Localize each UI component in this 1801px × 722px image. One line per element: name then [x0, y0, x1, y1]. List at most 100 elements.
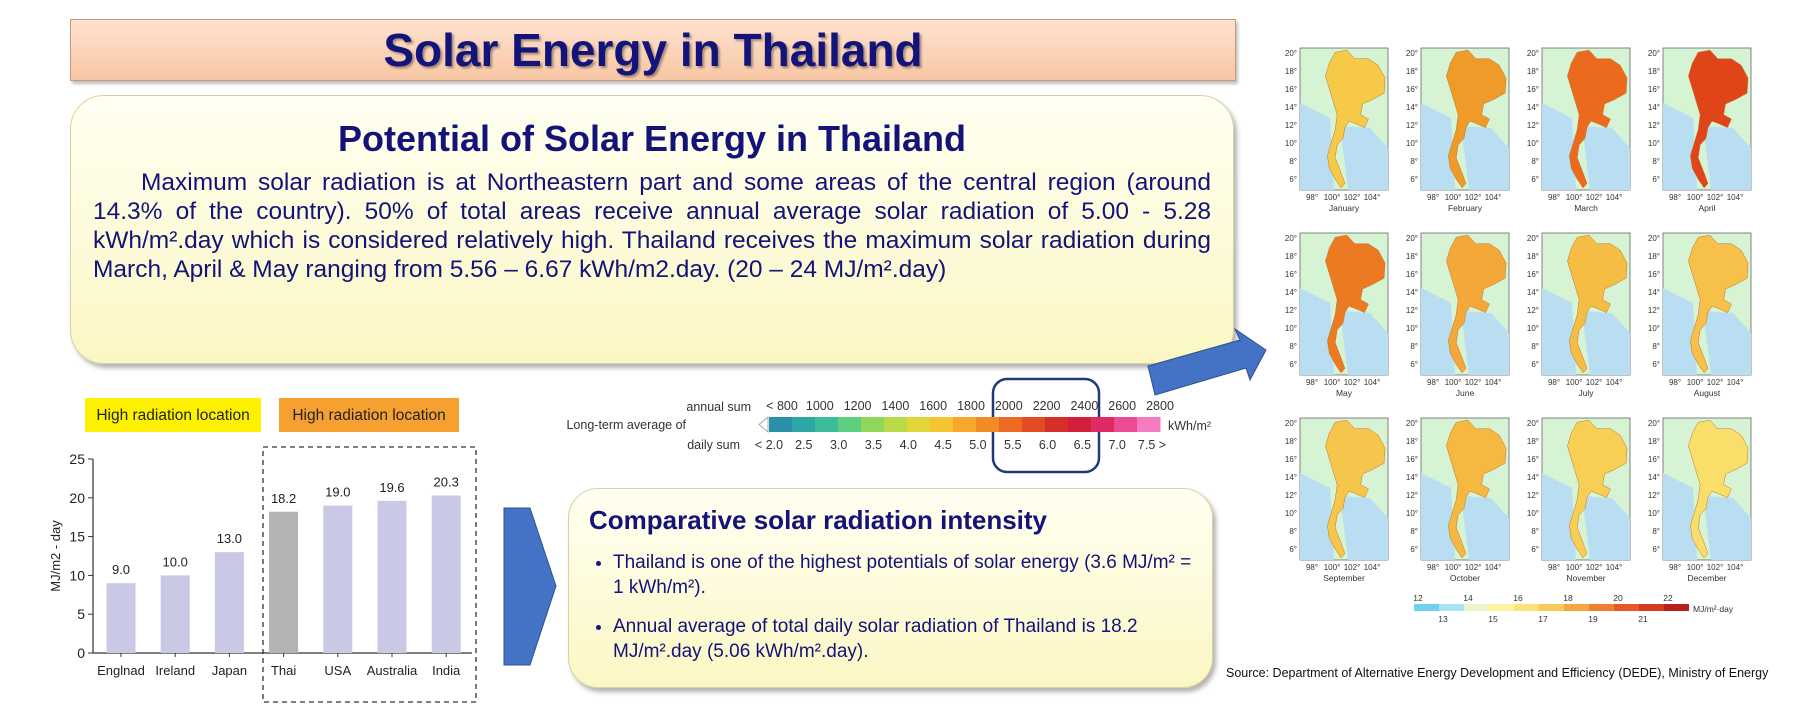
map-thailand [1325, 49, 1386, 189]
map-lat-label: 20° [1648, 419, 1660, 428]
colorbar-swatch [930, 417, 954, 432]
annual-label: 1400 [881, 399, 909, 413]
map-lat-label: 6° [1289, 360, 1297, 369]
map-sea [1340, 496, 1388, 560]
map-lat-label: 20° [1406, 49, 1418, 58]
map-legend-swatch [1489, 604, 1514, 611]
map-lat-label: 10° [1648, 139, 1660, 148]
map-lon-label: 104° [1727, 563, 1744, 572]
map-sea [1703, 496, 1751, 560]
map-sea [1421, 288, 1455, 375]
map-month: August [1694, 388, 1721, 398]
y-tick-label: 10 [69, 567, 85, 583]
map-sea [1663, 473, 1697, 560]
map-sea [1461, 496, 1509, 560]
bar [377, 500, 407, 653]
map-lon-label: 104° [1606, 563, 1623, 572]
map-legend-swatch [1464, 604, 1489, 611]
colorbar-swatch [907, 417, 931, 432]
daily-label: 5.5 [1004, 438, 1021, 452]
map-legend-swatch [1664, 604, 1689, 611]
map-lon-label: 104° [1364, 193, 1381, 202]
colorbar-swatch [792, 417, 816, 432]
daily-label: 4.5 [934, 438, 951, 452]
potential-box: Potential of Solar Energy in Thailand Ma… [70, 95, 1234, 364]
bar [323, 505, 353, 653]
colorbar-daily-title: daily sum [687, 438, 740, 452]
map-sea [1663, 103, 1697, 190]
map-lon-label: 98° [1548, 563, 1560, 572]
map-lat-label: 14° [1527, 103, 1539, 112]
x-tick-label: Japan [212, 663, 247, 678]
annual-label: 2800 [1146, 399, 1174, 413]
map-lat-label: 8° [1410, 342, 1418, 351]
map-lat-label: 16° [1406, 270, 1418, 279]
colorbar-unit: kWh/m² [1168, 419, 1211, 433]
map-legend-label: 16 [1513, 593, 1523, 603]
x-tick-label: Ireland [155, 663, 195, 678]
map-lat-label: 6° [1531, 175, 1539, 184]
colorbar-swatch [1045, 417, 1069, 432]
map-lon-label: 102° [1344, 193, 1361, 202]
map-lat-label: 10° [1285, 509, 1297, 518]
map-lat-label: 6° [1531, 360, 1539, 369]
map-legend-label: 13 [1438, 614, 1448, 624]
map-lon-label: 100° [1445, 193, 1462, 202]
map-month: May [1336, 388, 1353, 398]
map-lon-label: 100° [1687, 378, 1704, 387]
slide-title: Solar Energy in Thailand [383, 24, 923, 76]
map-legend-label: 22 [1663, 593, 1673, 603]
colorbar-swatch [1022, 417, 1046, 432]
map-lat-label: 20° [1527, 419, 1539, 428]
map-lat-label: 14° [1285, 473, 1297, 482]
value-label: 20.3 [434, 474, 459, 489]
y-tick-label: 20 [69, 490, 85, 506]
potential-paragraph: Maximum solar radiation is at Northeaste… [93, 169, 1211, 283]
map-lat-label: 18° [1648, 437, 1660, 446]
potential-heading: Potential of Solar Energy in Thailand [337, 118, 967, 159]
map-lon-label: 102° [1586, 378, 1603, 387]
map-lat-label: 20° [1285, 234, 1297, 243]
map-legend-swatch [1439, 604, 1464, 611]
map-lat-label: 14° [1406, 288, 1418, 297]
map-month: December [1687, 573, 1726, 583]
map-lat-label: 20° [1648, 49, 1660, 58]
location-label-box [85, 398, 261, 432]
map-lat-label: 18° [1285, 67, 1297, 76]
map-lat-label: 16° [1527, 270, 1539, 279]
map-sea [1582, 311, 1630, 375]
title-bar: Solar Energy in Thailand [70, 19, 1236, 81]
bar [214, 552, 244, 653]
map-lat-label: 16° [1527, 455, 1539, 464]
bar [269, 511, 299, 653]
map-lat-label: 18° [1527, 67, 1539, 76]
daily-label: 3.0 [830, 438, 847, 452]
map-lat-label: 14° [1527, 288, 1539, 297]
y-tick-label: 15 [69, 529, 85, 545]
x-tick-label: Thai [271, 663, 296, 678]
map-month: March [1574, 203, 1598, 213]
map-lat-label: 12° [1406, 491, 1418, 500]
annual-label: 1600 [919, 399, 947, 413]
map-lat-label: 14° [1527, 473, 1539, 482]
map-lon-label: 100° [1687, 193, 1704, 202]
location-label: High radiation location [96, 407, 249, 424]
map-lat-label: 12° [1527, 306, 1539, 315]
map-lat-label: 10° [1406, 324, 1418, 333]
map-lat-label: 16° [1527, 85, 1539, 94]
colorbar-caption: Long-term average of [566, 418, 686, 432]
map-month: April [1698, 203, 1715, 213]
map-lon-label: 102° [1707, 378, 1724, 387]
y-tick-label: 5 [77, 606, 85, 622]
comparative-list: Thailand is one of the highest potential… [589, 550, 1192, 664]
map-thailand [1688, 234, 1749, 374]
map-lat-label: 18° [1285, 252, 1297, 261]
map-lon-label: 98° [1306, 193, 1318, 202]
colorbar-annual-title: annual sum [686, 400, 751, 414]
map-lat-label: 10° [1648, 324, 1660, 333]
map-lat-label: 18° [1406, 252, 1418, 261]
y-axis-label: MJ/m2 - day [48, 520, 63, 592]
map-lon-label: 102° [1707, 193, 1724, 202]
colorbar-swatch [769, 417, 793, 432]
map-legend-swatch [1614, 604, 1639, 611]
